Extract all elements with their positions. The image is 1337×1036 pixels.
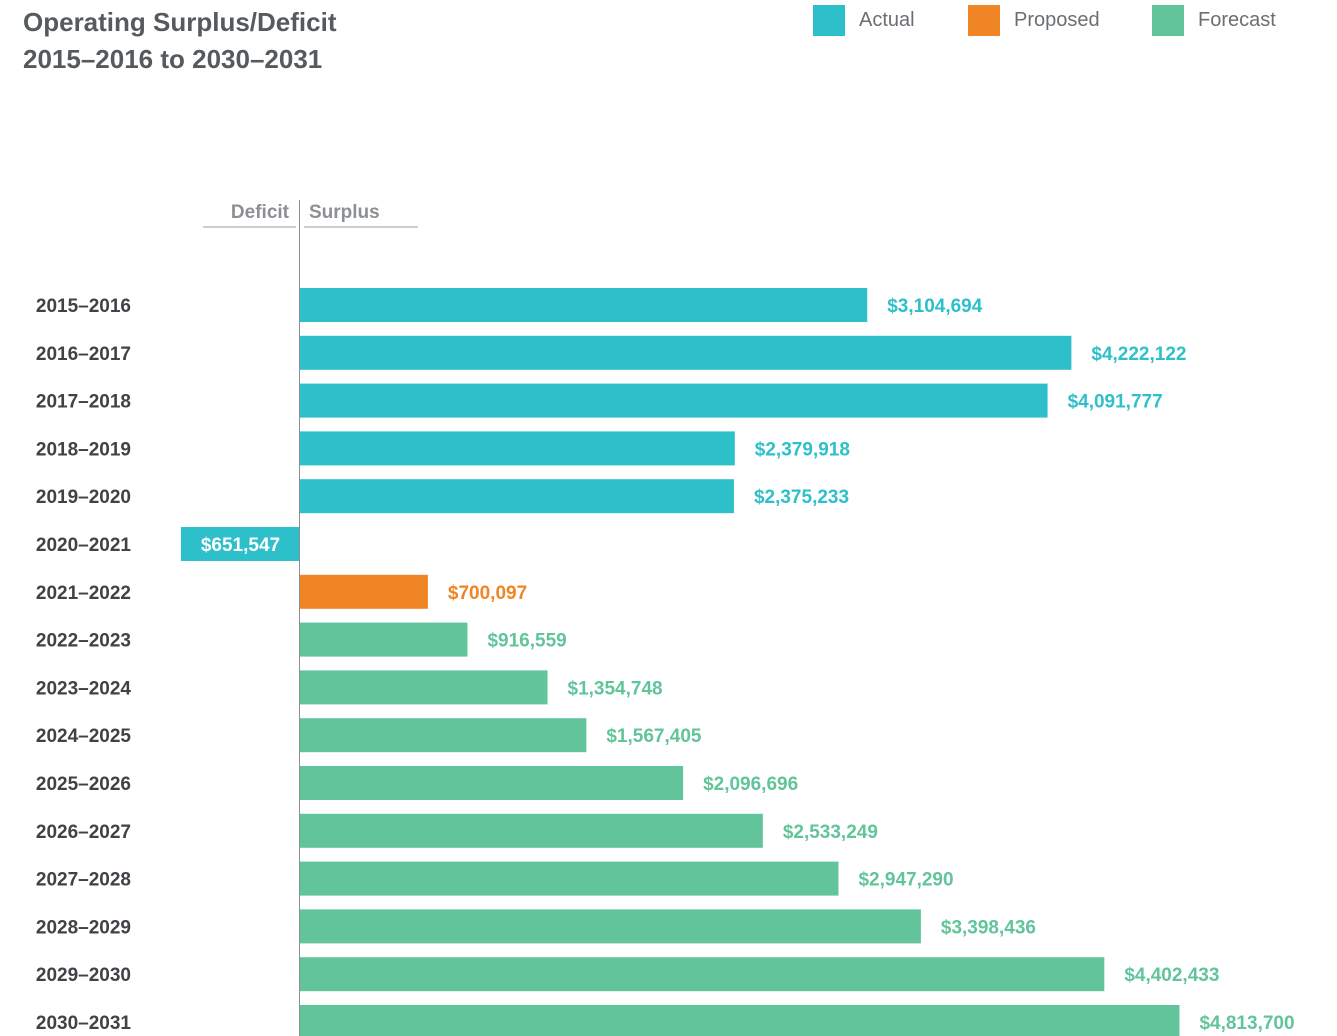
bar-2019-2020 <box>300 479 734 514</box>
chart-title-line1: Operating Surplus/Deficit <box>23 7 337 37</box>
category-label-2024-2025: 2024–2025 <box>36 726 132 747</box>
value-label-2028-2029: $3,398,436 <box>941 917 1036 938</box>
bar-2018-2019 <box>300 431 735 466</box>
value-label-2017-2018: $4,091,777 <box>1068 392 1163 413</box>
chart-title: Operating Surplus/Deficit 2015–2016 to 2… <box>23 4 337 78</box>
surplus-header: Surplus <box>309 202 380 223</box>
category-label-2017-2018: 2017–2018 <box>36 392 131 413</box>
axis-headers: Deficit Surplus <box>203 202 418 228</box>
bar-2021-2022 <box>300 574 428 609</box>
bars-group: 2015–2016 $3,104,694 2016–2017 $4,222,122 20… <box>36 288 1295 1036</box>
legend-label-proposed: Proposed <box>1014 9 1100 31</box>
value-label-2027-2028: $2,947,290 <box>858 870 953 891</box>
legend-swatch-actual <box>813 5 845 36</box>
category-label-2026-2027: 2026–2027 <box>36 822 131 843</box>
value-label-2019-2020: $2,375,233 <box>754 487 849 508</box>
category-label-2016-2017: 2016–2017 <box>36 344 131 365</box>
bar-2025-2026 <box>300 766 684 800</box>
bar-2028-2029 <box>300 909 921 944</box>
bar-2022-2023 <box>300 622 468 657</box>
category-label-2020-2021: 2020–2021 <box>36 535 132 556</box>
category-label-2018-2019: 2018–2019 <box>36 439 131 460</box>
value-label-2020-2021: $651,547 <box>201 535 280 556</box>
value-label-2023-2024: $1,354,748 <box>568 678 663 699</box>
value-label-2016-2017: $4,222,122 <box>1091 344 1186 365</box>
legend-label-forecast: Forecast <box>1198 9 1276 31</box>
bar-2030-2031 <box>300 1005 1180 1036</box>
category-label-2021-2022: 2021–2022 <box>36 583 131 604</box>
value-label-2021-2022: $700,097 <box>448 583 527 604</box>
value-label-2018-2019: $2,379,918 <box>755 439 850 460</box>
category-label-2019-2020: 2019–2020 <box>36 487 131 508</box>
value-label-2030-2031: $4,813,700 <box>1199 1013 1294 1034</box>
category-label-2025-2026: 2025–2026 <box>36 774 131 795</box>
value-label-2015-2016: $3,104,694 <box>887 296 983 317</box>
chart-title-line2: 2015–2016 to 2030–2031 <box>23 44 323 74</box>
category-label-2027-2028: 2027–2028 <box>36 870 131 891</box>
bar-2026-2027 <box>300 813 763 848</box>
bar-2020-2021 <box>180 527 300 561</box>
bar-2017-2018 <box>300 383 1048 418</box>
category-label-2015-2016: 2015–2016 <box>36 296 131 317</box>
category-label-2028-2029: 2028–2029 <box>36 917 131 938</box>
value-label-2024-2025: $1,567,405 <box>606 726 702 747</box>
deficit-header: Deficit <box>231 202 290 223</box>
category-label-2022-2023: 2022–2023 <box>36 631 131 652</box>
category-label-2029-2030: 2029–2030 <box>36 965 131 986</box>
legend-swatch-forecast <box>1152 5 1184 36</box>
bar-2015-2016 <box>300 288 868 322</box>
category-label-2023-2024: 2023–2024 <box>36 678 132 699</box>
bar-2029-2030 <box>300 957 1105 992</box>
bar-2027-2028 <box>300 861 839 896</box>
legend-label-actual: Actual <box>859 9 915 31</box>
category-label-2030-2031: 2030–2031 <box>36 1013 132 1034</box>
bar-2023-2024 <box>300 670 548 705</box>
value-label-2029-2030: $4,402,433 <box>1124 965 1219 986</box>
bar-2024-2025 <box>300 718 587 753</box>
legend: Actual Proposed Forecast <box>813 5 1313 37</box>
value-label-2025-2026: $2,096,696 <box>703 774 798 795</box>
bar-2016-2017 <box>300 335 1072 370</box>
value-label-2026-2027: $2,533,249 <box>783 822 878 843</box>
value-label-2022-2023: $916,559 <box>487 631 566 652</box>
legend-swatch-proposed <box>968 5 1000 36</box>
